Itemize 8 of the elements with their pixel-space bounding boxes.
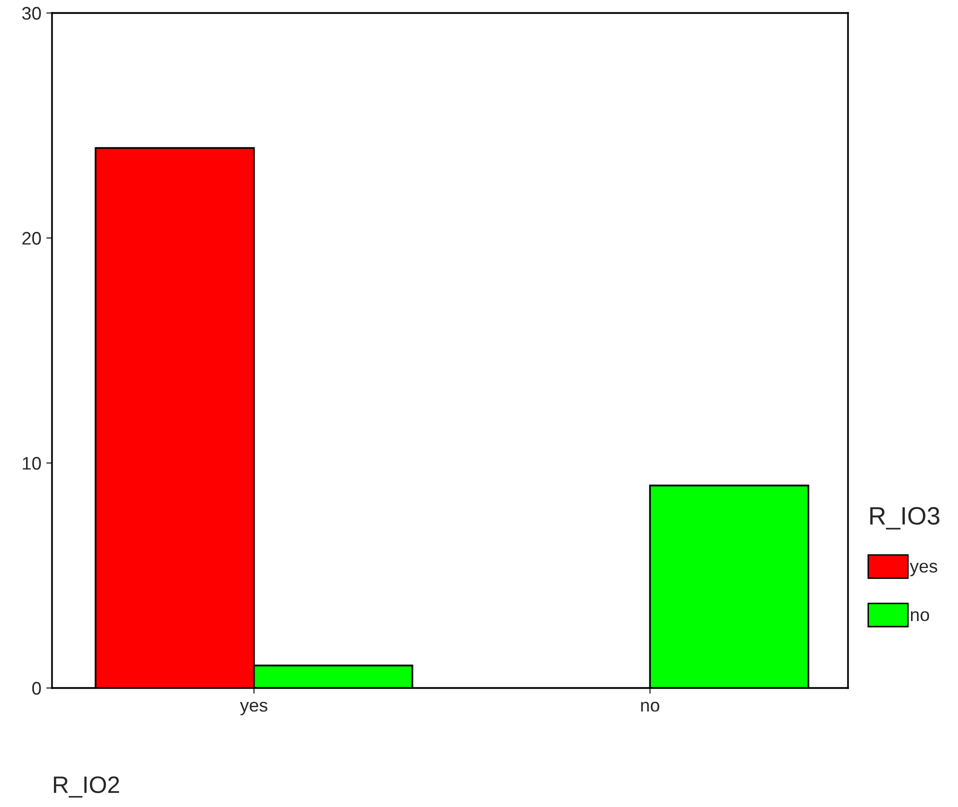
y-tick-label: 30 xyxy=(22,6,41,20)
legend-label: no xyxy=(910,611,930,622)
legend-title: R_IO3 xyxy=(870,507,940,530)
y-tick-label: 20 xyxy=(22,232,41,245)
y-tick-label: 0 xyxy=(32,682,41,695)
y-tick-label: 10 xyxy=(22,456,41,470)
legend-label: yes xyxy=(910,562,938,576)
x-axis-title: R_IO2 xyxy=(54,776,120,798)
